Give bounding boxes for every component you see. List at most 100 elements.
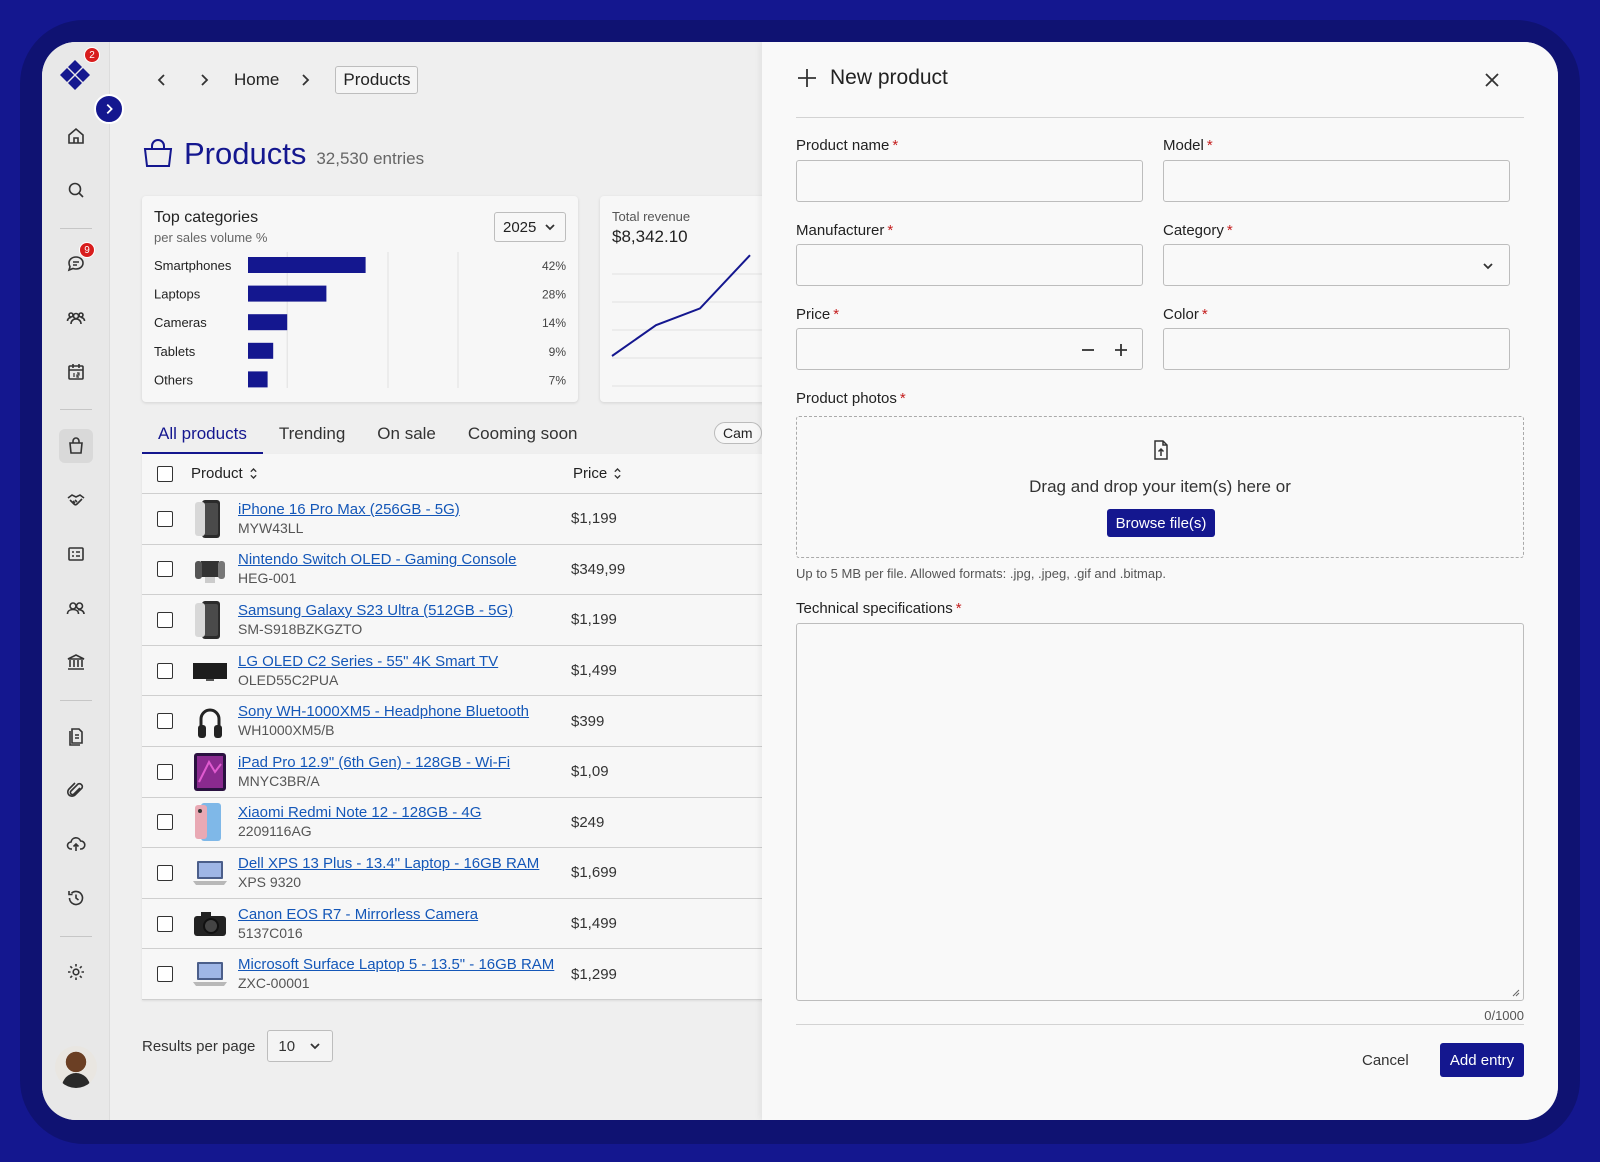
row-checkbox[interactable]	[157, 611, 173, 628]
category-select[interactable]	[1163, 244, 1510, 286]
product-cell: Dell XPS 13 Plus - 13.4" Laptop - 16GB R…	[238, 854, 571, 892]
sidebar-item-upload[interactable]	[59, 827, 93, 861]
product-link[interactable]: iPhone 16 Pro Max (256GB - 5G)	[238, 500, 460, 518]
close-button[interactable]	[1480, 68, 1504, 92]
bar	[248, 371, 268, 388]
expand-sidebar-button[interactable]	[94, 94, 124, 124]
chevron-right-icon	[201, 74, 209, 86]
table-row: Dell XPS 13 Plus - 13.4" Laptop - 16GB R…	[142, 848, 782, 899]
product-link[interactable]: Canon EOS R7 - Mirrorless Camera	[238, 905, 479, 923]
sidebar-item-attachments[interactable]	[59, 773, 93, 807]
sidebar-item-bank[interactable]	[59, 645, 93, 679]
sidebar-item-home[interactable]	[59, 119, 93, 153]
plus-icon[interactable]	[1113, 342, 1129, 358]
results-per-page-value: 10	[278, 1037, 296, 1055]
add-entry-button[interactable]: Add entry	[1440, 1043, 1524, 1077]
product-cell: LG OLED C2 Series - 55" 4K Smart TV OLED5…	[238, 652, 571, 690]
tab-on-sale[interactable]: On sale	[377, 424, 436, 443]
category-label: Tablets	[154, 344, 196, 359]
sidebar-item-products[interactable]	[59, 429, 93, 463]
column-label: Price	[573, 465, 608, 482]
tab-all-products[interactable]: All products	[142, 420, 263, 454]
sidebar-item-team[interactable]	[59, 301, 93, 335]
row-checkbox[interactable]	[157, 561, 173, 578]
cloud-upload-icon	[66, 837, 86, 851]
product-link[interactable]: Sony WH-1000XM5 - Headphone Bluetooth	[238, 703, 530, 721]
table-body: iPhone 16 Pro Max (256GB - 5G) MYW43LL $1,…	[142, 494, 782, 1000]
product-price: $349,99	[571, 560, 626, 578]
drawer-title: New product	[830, 66, 948, 89]
row-checkbox[interactable]	[157, 510, 173, 527]
sidebar-item-history[interactable]	[59, 881, 93, 915]
row-checkbox[interactable]	[157, 864, 173, 881]
column-header-price[interactable]: Price	[573, 465, 622, 482]
forward-button[interactable]	[192, 68, 216, 92]
row-checkbox[interactable]	[157, 966, 173, 983]
sidebar-item-messages[interactable]	[59, 247, 93, 281]
cancel-button[interactable]: Cancel	[1362, 1052, 1409, 1069]
product-link[interactable]: Nintendo Switch OLED - Gaming Console	[238, 551, 517, 569]
color-input[interactable]	[1163, 328, 1510, 370]
results-per-page-select[interactable]: 10	[267, 1030, 334, 1062]
product-link[interactable]: iPad Pro 12.9" (6th Gen) - 128GB - Wi-Fi	[238, 753, 511, 771]
minus-icon[interactable]	[1080, 342, 1096, 358]
sidebar-item-deals[interactable]	[59, 483, 93, 517]
row-checkbox[interactable]	[157, 814, 173, 831]
sidebar-item-customers[interactable]	[59, 591, 93, 625]
breadcrumb-separator-icon	[293, 68, 317, 92]
tab-trending[interactable]: Trending	[278, 424, 346, 443]
bar	[248, 314, 288, 331]
table-row: Sony WH-1000XM5 - Headphone Bluetooth WH1…	[142, 696, 782, 747]
product-link[interactable]: Xiaomi Redmi Note 12 - 128GB - 4G	[238, 804, 482, 822]
calendar-icon	[68, 364, 84, 380]
plus-icon	[798, 69, 816, 87]
top-categories-card: Top categories per sales volume % 2025 S…	[142, 196, 578, 402]
breadcrumb-home-link[interactable]: Home	[234, 70, 280, 89]
sidebar-item-documents[interactable]	[59, 719, 93, 753]
sidebar-item-calendar[interactable]	[59, 355, 93, 389]
card-title: Top categories	[154, 209, 259, 226]
product-link[interactable]: Samsung Galaxy S23 Ultra (512GB - 5G)	[238, 601, 514, 619]
sidebar-item-settings[interactable]	[59, 955, 93, 989]
model-input[interactable]	[1163, 160, 1510, 202]
product-name-input[interactable]	[796, 160, 1143, 202]
column-header-product[interactable]: Product	[191, 465, 573, 482]
sidebar-item-invoices[interactable]	[59, 537, 93, 571]
row-checkbox[interactable]	[157, 662, 173, 679]
filter-chip[interactable]: Cam	[714, 422, 762, 444]
row-checkbox[interactable]	[157, 915, 173, 932]
table-header: Product Price	[142, 454, 782, 494]
row-checkbox[interactable]	[157, 713, 173, 730]
avatar[interactable]	[55, 1046, 97, 1088]
back-button[interactable]	[150, 68, 174, 92]
revenue-line-chart	[611, 254, 780, 387]
table-row: Samsung Galaxy S23 Ultra (512GB - 5G) SM-…	[142, 595, 782, 646]
product-cell: Sony WH-1000XM5 - Headphone Bluetooth WH1…	[238, 702, 571, 740]
year-select[interactable]: 2025	[494, 212, 566, 242]
logo-notification-badge: 2	[84, 47, 100, 63]
photo-dropzone[interactable]: Drag and drop your item(s) here or Brows…	[796, 416, 1524, 558]
product-link[interactable]: Microsoft Surface Laptop 5 - 13.5" - 16G…	[238, 956, 555, 974]
chevron-left-icon	[157, 74, 165, 86]
sidebar-divider	[60, 409, 92, 410]
product-link[interactable]: LG OLED C2 Series - 55" 4K Smart TV	[238, 652, 499, 670]
product-link[interactable]: Dell XPS 13 Plus - 13.4" Laptop - 16GB R…	[238, 854, 540, 872]
select-all-checkbox[interactable]	[157, 465, 173, 482]
data-label: 28%	[542, 288, 566, 302]
revenue-label: Total revenue	[612, 209, 691, 224]
app-logo[interactable]	[58, 58, 92, 92]
price-stepper[interactable]	[796, 328, 1143, 370]
sidebar-item-search[interactable]	[59, 173, 93, 207]
manufacturer-input[interactable]	[796, 244, 1143, 286]
row-checkbox[interactable]	[157, 763, 173, 780]
color-label: Color *	[1163, 306, 1208, 323]
product-code: MYW43LL	[238, 519, 304, 536]
handshake-icon	[67, 494, 85, 506]
card-subtitle: per sales volume %	[154, 230, 268, 245]
technical-specs-textarea[interactable]	[796, 623, 1524, 1001]
browse-files-button[interactable]: Browse file(s)	[1107, 509, 1215, 537]
product-code: 2209116AG	[238, 823, 312, 840]
resize-handle-icon[interactable]	[1510, 987, 1520, 997]
tab-coming-soon[interactable]: Cooming soon	[467, 424, 578, 443]
product-price: $1,499	[571, 915, 617, 933]
